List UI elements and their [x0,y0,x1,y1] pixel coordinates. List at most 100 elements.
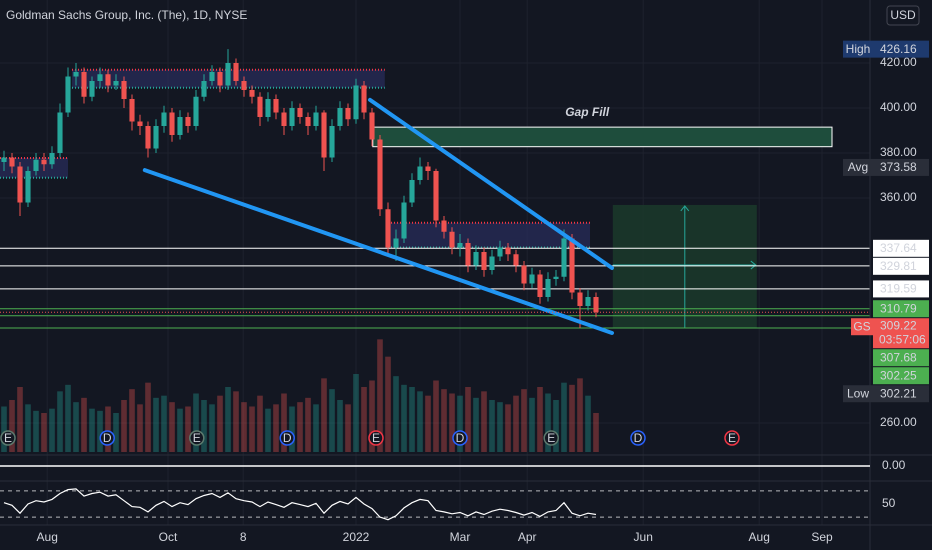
volume-bar [297,402,303,452]
volume-bar [433,380,439,452]
event-label: D [283,431,292,445]
candle-body [385,209,391,248]
volume-bar [585,395,591,452]
candle-body [561,238,567,277]
volume-bar [553,400,559,452]
volume-bar [185,406,191,452]
volume-bar [137,404,143,452]
candle-body [313,112,319,126]
candle-body [577,292,583,306]
volume-bar [353,374,359,452]
candle-body [513,254,519,266]
x-tick-label: Sep [811,530,833,544]
candle-body [33,159,39,171]
candle-body [281,112,287,126]
candle-body [185,117,191,126]
candle-body [41,159,47,165]
candle-body [329,126,335,158]
level-label-bg [873,367,929,385]
level-label-bg [873,300,929,318]
candle-body [241,81,247,90]
event-marker [279,430,295,446]
candle-body [569,238,575,293]
candle-body [505,247,511,255]
candle-body [481,252,487,270]
candle-body [49,153,55,165]
volume-bar [417,391,423,452]
candle-body [89,81,95,97]
candle-body [585,297,591,306]
event-marker [724,430,740,446]
candle-body [369,112,375,140]
volume-bar [577,378,583,452]
candle-body [305,117,311,126]
volume-bar [17,387,23,452]
candle-body [65,76,71,113]
candle-body [129,99,135,122]
arrow-head [750,260,757,270]
volume-bar [161,395,167,452]
x-tick-label: 2022 [343,530,370,544]
candle-body [161,112,167,126]
volume-bar [569,384,575,452]
volume-bar [449,393,455,452]
x-tick-label: Aug [749,530,770,544]
volume-bar [321,378,327,452]
candle-body [457,243,463,248]
x-tick-label: Jun [634,530,653,544]
x-tick-label: Apr [518,530,537,544]
candle-body [289,108,295,126]
volume-bar [201,400,207,452]
volume-bar [425,395,431,452]
rsi-tick-label: 50 [882,496,896,510]
volume-bar [337,400,343,452]
volume-bar [49,408,55,452]
candle-body [489,256,495,270]
volume-bar [217,395,223,452]
volume-bar [257,395,263,452]
level-label: 337.64 [880,241,917,255]
volume-bar [329,389,335,452]
symbol-label-bg [851,318,873,336]
candle-body [417,166,423,180]
candle-body [97,74,103,81]
volume-bar [409,387,415,452]
macd-tick-label: 0.00 [882,458,906,472]
candle-body [17,166,23,203]
level-label-bg [873,257,929,275]
y-tick-label: 420.00 [880,55,917,69]
volume-bar [97,410,103,452]
stat-name: High [846,42,871,56]
candle-body [201,81,207,97]
volume-bar [377,339,383,452]
candle-body [361,85,367,113]
volume-bar [169,402,175,452]
volume-bar [273,404,279,452]
symbol-label: GS [853,319,870,333]
volume-bar [521,389,527,452]
volume-bar [73,402,79,452]
candle-body [441,220,447,232]
stat-label-bg [843,158,873,176]
volume-bar [265,408,271,452]
level-label: 310.79 [880,301,917,315]
level-label: 329.81 [880,259,917,273]
volume-bar [249,406,255,452]
event-marker [99,430,115,446]
volume-bar [513,395,519,452]
level-label-bg [873,349,929,367]
candle-body [225,63,231,86]
volume-bar [25,404,31,452]
candle-body [137,121,143,126]
volume-bar [105,406,111,452]
stat-label-bg [843,385,873,403]
volume-bar [305,397,311,452]
stat-label-bg [843,40,873,58]
volume-bar [281,393,287,452]
candle-body [433,171,439,221]
candle-body [25,171,31,203]
event-label: D [103,431,112,445]
volume-bar [393,376,399,452]
